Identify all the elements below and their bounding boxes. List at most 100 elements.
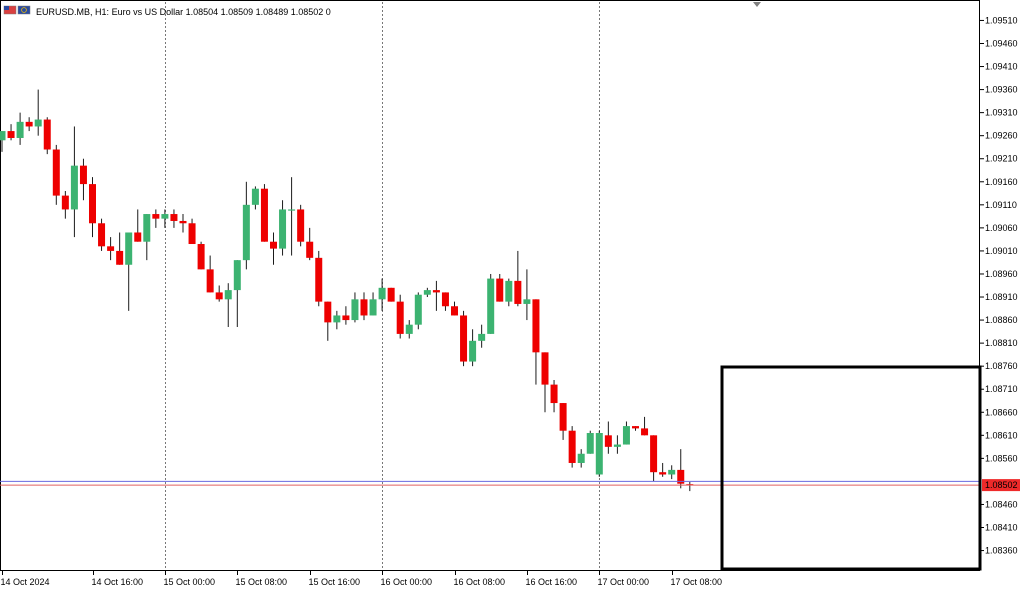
time-tick-label: 16 Oct 08:00 [454, 577, 506, 587]
candle-body [152, 214, 160, 219]
candle-body [586, 433, 594, 454]
candle-body [677, 469, 685, 484]
candle [478, 324, 486, 348]
candle-body [369, 299, 377, 316]
candle [143, 214, 151, 261]
candle-body [342, 315, 350, 321]
current-price-badge-bg [982, 479, 1020, 492]
candle-body [125, 232, 133, 265]
candle [152, 209, 160, 228]
candle [451, 301, 458, 316]
time-tick-label: 16 Oct 16:00 [526, 577, 578, 587]
candle [541, 352, 549, 413]
candle [52, 144, 60, 205]
price-tick-label: 1.09010 [985, 246, 1018, 256]
candle [134, 209, 142, 242]
candle-body [351, 299, 359, 321]
chart-shift-marker[interactable] [753, 2, 761, 7]
price-tick-label: 1.09260 [985, 131, 1018, 141]
candle-body [460, 315, 468, 362]
candle-body [16, 121, 24, 138]
candle [668, 465, 676, 480]
candle [568, 426, 576, 468]
candle-body [7, 131, 15, 138]
time-tick-label: 17 Oct 00:00 [598, 577, 650, 587]
candle-body [595, 433, 603, 475]
candle-body [61, 195, 69, 210]
candle-body [70, 165, 78, 210]
price-tick-label: 1.08860 [985, 315, 1018, 325]
candle-body [251, 188, 259, 205]
candle [469, 329, 477, 367]
candle-body [577, 453, 585, 463]
price-tick-label: 1.09060 [985, 223, 1018, 233]
candle-body [378, 287, 386, 300]
ohlc-values: 1.08504 1.08509 1.08489 1.08502 [186, 7, 324, 17]
candle [686, 481, 694, 492]
volume-indicator: 0 [326, 7, 331, 17]
candle-body [0, 131, 6, 141]
candle-body [333, 315, 341, 323]
candle [595, 430, 603, 477]
candle-body [423, 290, 431, 295]
candle [188, 218, 196, 245]
candle-body [288, 209, 296, 211]
candle-body [451, 306, 458, 316]
candle [70, 126, 78, 238]
candle [324, 301, 332, 341]
candle-body [242, 204, 250, 261]
price-tick-label: 1.09510 [985, 15, 1018, 25]
candle-body [505, 280, 513, 302]
time-tick-label: 14 Oct 2024 [1, 577, 50, 587]
candle [487, 273, 495, 334]
candle [306, 227, 314, 261]
candle [61, 191, 69, 219]
symbol-label: EURUSD.MB [36, 7, 90, 17]
candle-body [568, 430, 576, 463]
candle-body [496, 278, 504, 302]
price-tick-label: 1.09210 [985, 154, 1018, 164]
candle [586, 430, 594, 454]
candle-body [613, 444, 621, 447]
candle [25, 117, 33, 132]
price-tick-label: 1.08460 [985, 499, 1018, 509]
candle [288, 177, 296, 256]
candle-body [559, 403, 567, 431]
candle [378, 278, 386, 311]
candle [7, 124, 15, 141]
candle-body [306, 241, 314, 258]
candle-body [297, 209, 305, 242]
highlight-box [720, 365, 982, 571]
candle-body [550, 384, 558, 404]
candle [604, 421, 612, 454]
candle-body [523, 299, 531, 304]
candle-body [143, 214, 151, 242]
candle-body [116, 250, 124, 265]
candle [179, 214, 187, 233]
candle-body [89, 184, 96, 224]
candle [98, 218, 106, 251]
price-tick-label: 1.09410 [985, 62, 1018, 72]
candle [342, 306, 350, 325]
price-tick-label: 1.09110 [985, 200, 1017, 210]
svg-text:EURUSD.MB, H1: Euro vs US Dol: EURUSD.MB, H1: Euro vs US Dollar 1.08504… [36, 7, 331, 17]
candle-body [478, 333, 486, 341]
price-axis: 1.09510 1.09460 1.09410 1.09360 1.09310 1.092… [980, 15, 1018, 556]
price-tick-label: 1.08660 [985, 407, 1018, 417]
timeframe-label: H1: [95, 7, 109, 17]
price-tick-label: 1.08910 [985, 292, 1018, 302]
candle [432, 280, 440, 311]
candle [369, 292, 377, 316]
candle [79, 158, 87, 201]
candle-body [170, 214, 178, 221]
candle [270, 232, 277, 265]
price-tick-label: 1.08760 [985, 361, 1018, 371]
candle-body [279, 209, 287, 249]
candle [659, 462, 667, 477]
candle [414, 292, 422, 330]
candle-body [441, 292, 449, 307]
candle-body [632, 426, 639, 429]
candle-body [414, 294, 422, 325]
candle-body [224, 290, 232, 300]
